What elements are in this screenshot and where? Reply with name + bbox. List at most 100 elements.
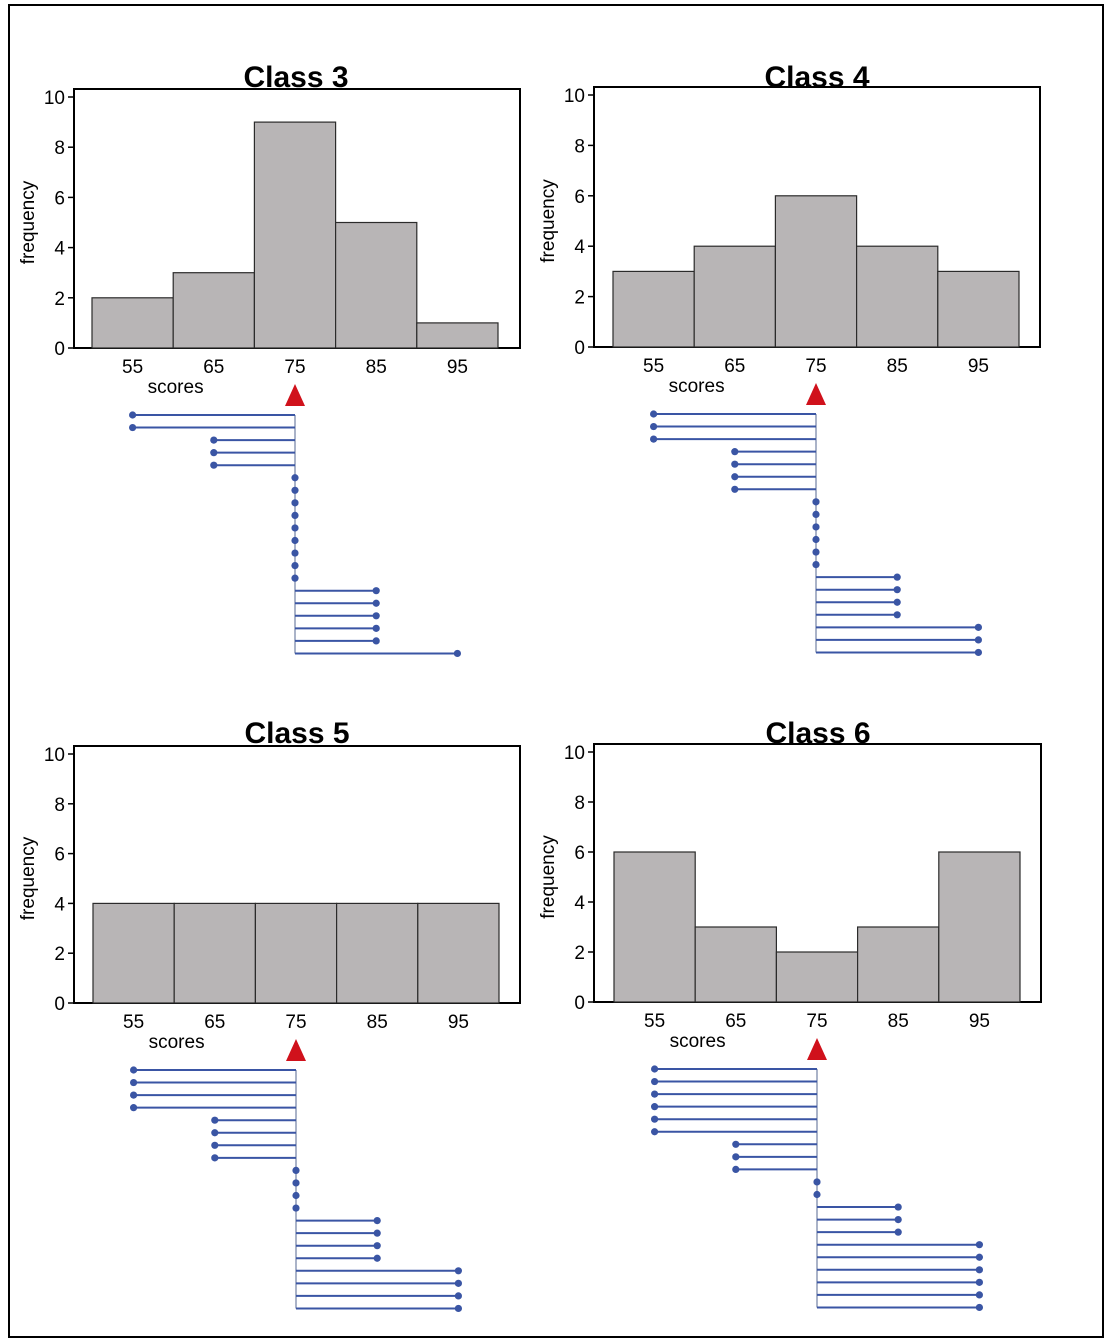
x-tick-label: 85 xyxy=(887,356,908,377)
deviation-point xyxy=(650,435,658,443)
deviation-point xyxy=(291,511,299,519)
deviation-point xyxy=(291,549,299,557)
deviation-point xyxy=(894,1228,902,1236)
mean-marker xyxy=(807,1038,827,1060)
deviation-point xyxy=(975,1278,984,1286)
histogram-bar xyxy=(92,902,175,1004)
histogram-bar xyxy=(91,297,174,349)
figure-frame: Class 3 0 2 4 6 8 10 55 65 75 85 95 scores frequency C… xyxy=(8,4,1104,1338)
histogram-bar xyxy=(416,322,499,349)
deviation-point xyxy=(292,1204,300,1212)
deviation-point xyxy=(291,536,299,545)
deviation-point xyxy=(373,1229,381,1237)
deviation-point xyxy=(731,460,739,468)
y-tick-label: 4 xyxy=(54,239,65,260)
deviation-point xyxy=(893,611,901,619)
x-tick-label: 95 xyxy=(968,356,989,377)
deviation-point xyxy=(292,1166,300,1174)
y-tick-label: 10 xyxy=(564,86,585,107)
x-tick-label: 55 xyxy=(644,1011,665,1032)
deviation-point xyxy=(291,574,299,582)
deviation-point xyxy=(812,548,820,556)
deviation-point xyxy=(372,587,380,595)
deviation-point xyxy=(812,510,820,518)
y-tick-label: 0 xyxy=(54,339,65,360)
y-tick-label: 2 xyxy=(574,288,585,309)
deviation-point xyxy=(210,449,218,457)
deviation-point xyxy=(211,1154,219,1162)
x-tick-label: 75 xyxy=(805,356,826,377)
y-tick-label: 8 xyxy=(54,795,65,816)
y-tick-label: 10 xyxy=(564,743,585,764)
y-axis-label: frequency xyxy=(18,180,39,264)
histogram-bar xyxy=(694,926,778,1003)
deviation-point xyxy=(894,1216,902,1224)
deviation-point xyxy=(210,436,218,444)
deviation-point xyxy=(731,448,739,456)
deviation-point xyxy=(975,1253,984,1261)
deviation-point xyxy=(731,485,739,493)
deviation-point xyxy=(651,1103,659,1111)
histogram-bar xyxy=(937,270,1020,348)
deviation-point xyxy=(651,1090,659,1098)
deviation-point xyxy=(651,1115,659,1123)
y-tick-label: 8 xyxy=(574,793,585,814)
mean-marker xyxy=(285,384,305,406)
y-tick-label: 6 xyxy=(574,187,585,208)
deviation-point xyxy=(893,598,901,606)
deviation-point xyxy=(812,498,820,506)
x-tick-label: 55 xyxy=(122,357,143,378)
y-axis-label: frequency xyxy=(18,836,39,920)
histogram-bar xyxy=(774,195,858,348)
deviation-point xyxy=(453,649,461,658)
deviation-point xyxy=(975,1291,984,1299)
deviation-point xyxy=(454,1279,462,1287)
mean-marker xyxy=(806,383,826,405)
deviation-point xyxy=(291,562,299,570)
y-tick-label: 0 xyxy=(574,993,585,1014)
deviation-point xyxy=(372,612,380,620)
chart-title: Class 6 xyxy=(765,717,870,750)
chart-title: Class 5 xyxy=(244,717,349,750)
x-axis-label: scores xyxy=(148,377,204,398)
deviation-point xyxy=(812,523,820,531)
y-tick-label: 6 xyxy=(574,843,585,864)
deviation-point xyxy=(813,1190,821,1199)
histogram-bar xyxy=(855,245,939,348)
histogram-bar xyxy=(417,902,500,1004)
deviation-point xyxy=(812,561,820,569)
histogram-bar xyxy=(693,245,777,348)
y-tick-label: 4 xyxy=(574,893,585,914)
x-tick-label: 95 xyxy=(448,1012,469,1033)
deviation-point xyxy=(732,1165,740,1173)
deviation-point xyxy=(975,1266,984,1274)
y-tick-label: 4 xyxy=(54,894,65,915)
deviation-point xyxy=(812,535,820,544)
deviation-point xyxy=(130,1091,138,1099)
deviation-point xyxy=(130,1078,138,1087)
x-axis-label: scores xyxy=(669,376,725,397)
x-tick-label: 65 xyxy=(725,1011,746,1032)
y-tick-label: 10 xyxy=(44,745,65,766)
deviation-point xyxy=(651,1065,659,1073)
histogram-bar xyxy=(775,951,859,1003)
y-tick-label: 2 xyxy=(574,943,585,964)
deviation-point xyxy=(130,1104,138,1112)
y-tick-label: 6 xyxy=(54,188,65,209)
x-tick-label: 95 xyxy=(447,357,468,378)
y-axis-label: frequency xyxy=(538,179,559,263)
deviation-point xyxy=(651,1128,659,1136)
x-tick-label: 95 xyxy=(969,1011,990,1032)
x-tick-label: 75 xyxy=(806,1011,827,1032)
histogram-bar xyxy=(938,851,1021,1003)
deviation-point xyxy=(129,423,137,432)
y-tick-label: 8 xyxy=(574,136,585,157)
x-tick-label: 65 xyxy=(724,356,745,377)
deviation-point xyxy=(211,1129,219,1137)
histogram-bar xyxy=(336,902,419,1004)
deviation-point xyxy=(291,524,299,532)
mean-marker xyxy=(286,1039,306,1061)
deviation-point xyxy=(291,499,299,507)
x-tick-label: 55 xyxy=(123,1012,144,1033)
deviation-point xyxy=(373,1217,381,1225)
